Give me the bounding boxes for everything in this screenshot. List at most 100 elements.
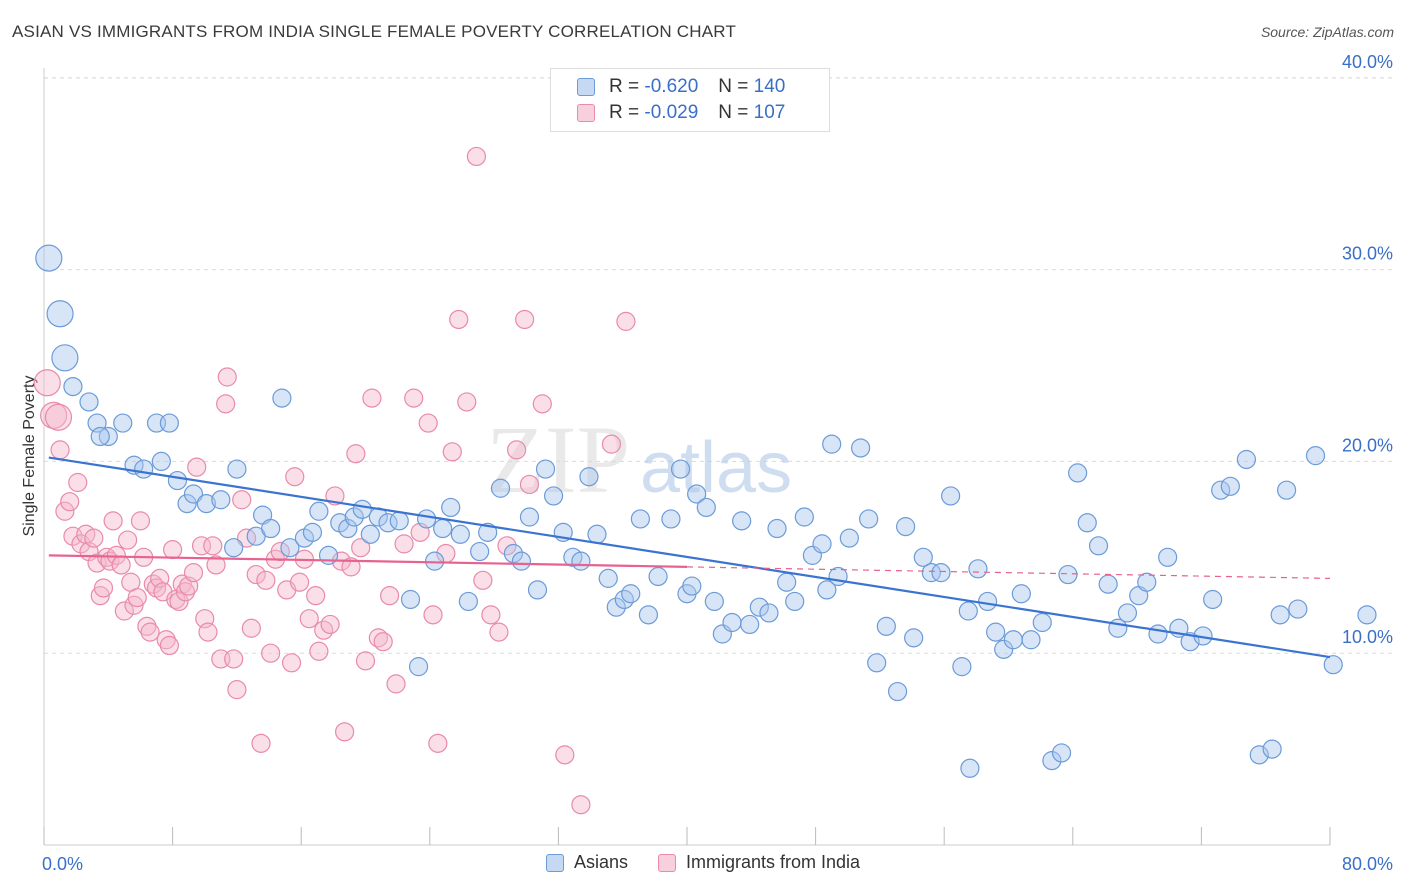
y-tick-label: 10.0% <box>1342 627 1393 647</box>
india-point <box>236 528 257 548</box>
asians-point <box>352 499 372 519</box>
asians-point <box>1011 584 1031 604</box>
asians-point <box>450 524 470 544</box>
asians-point <box>134 459 154 479</box>
asians-point <box>389 511 409 531</box>
india-point <box>40 401 68 429</box>
india-point <box>93 578 114 598</box>
india-point <box>362 388 382 408</box>
india-point <box>571 795 591 815</box>
asians-point <box>478 522 498 542</box>
y-tick-label: 30.0% <box>1342 244 1393 264</box>
asians-point <box>1058 564 1078 585</box>
india-point <box>428 733 448 753</box>
asians-point <box>896 517 916 537</box>
r-label: R = <box>609 102 640 123</box>
asians-point <box>1236 449 1257 470</box>
india-point <box>84 528 104 548</box>
india-point <box>44 403 73 431</box>
india-point <box>90 586 110 606</box>
asians-point <box>913 547 933 567</box>
asians-point <box>994 639 1014 659</box>
asians-point <box>1077 513 1097 533</box>
asians-point <box>822 434 842 454</box>
india-point <box>191 536 212 556</box>
x-tick-label-max: 80.0% <box>1342 854 1393 874</box>
asians-point <box>527 580 548 600</box>
india-point <box>127 587 147 608</box>
asians-point <box>931 563 951 583</box>
asians-point <box>785 591 805 612</box>
asians-point <box>503 543 523 564</box>
india-point <box>351 538 371 558</box>
asians-point <box>1003 630 1023 650</box>
legend-item-india[interactable]: Immigrants from India <box>657 852 860 873</box>
asians-point <box>338 518 358 539</box>
legend-swatch-asians <box>577 78 595 96</box>
asians-point <box>1270 605 1290 625</box>
india-point <box>335 722 355 742</box>
asians-point <box>696 497 716 518</box>
india-point <box>466 146 487 167</box>
india-point <box>50 440 70 460</box>
india-point <box>299 609 319 629</box>
legend-label-asians: Asians <box>573 852 628 872</box>
asians-point <box>958 601 978 621</box>
india-point <box>156 630 176 650</box>
india-point <box>473 570 493 590</box>
chart-title: ASIAN VS IMMIGRANTS FROM INDIA SINGLE FE… <box>12 22 737 41</box>
india-point <box>130 511 151 531</box>
asians-point <box>704 591 724 612</box>
india-point <box>198 622 218 642</box>
india-point <box>380 586 400 606</box>
india-point <box>111 555 131 575</box>
legend-item-asians[interactable]: Asians <box>545 852 628 873</box>
asians-point <box>606 597 626 617</box>
asians-point <box>740 614 760 635</box>
india-point <box>457 392 477 412</box>
asians-point <box>211 490 231 510</box>
asians-point <box>1148 624 1168 644</box>
asians-point <box>261 518 281 539</box>
india-point <box>616 311 636 331</box>
india-point <box>555 745 575 765</box>
asians-point <box>408 657 429 677</box>
india-point <box>175 582 196 602</box>
asians-point <box>921 563 941 583</box>
asians-point <box>1032 612 1052 633</box>
axes <box>43 68 1331 846</box>
india-point <box>114 601 134 621</box>
india-point <box>159 635 179 656</box>
asians-point <box>579 467 599 487</box>
asians-point <box>1117 603 1138 623</box>
asians-point <box>535 459 556 479</box>
asians-point <box>1276 480 1297 500</box>
legend-swatch-asians <box>545 853 564 872</box>
asians-point <box>543 486 564 506</box>
asians-point <box>876 616 896 636</box>
r-label: R = <box>609 76 640 97</box>
asians-point <box>519 507 540 527</box>
tick-labels: 10.0% 20.0% 30.0% 40.0% 0.0% 80.0% <box>42 52 1393 874</box>
asians-point <box>571 551 591 571</box>
asians-point <box>1158 547 1178 567</box>
india-point <box>117 530 138 550</box>
asians-point <box>598 568 618 588</box>
india-point <box>423 605 443 625</box>
asians-point <box>63 376 83 397</box>
india-point <box>246 564 266 585</box>
trend-line-asians <box>48 456 1331 659</box>
asians-point <box>1088 536 1109 556</box>
asians-point <box>817 580 837 600</box>
asians-point <box>621 584 641 604</box>
watermark: ZIP atlas <box>486 406 792 513</box>
india-point <box>232 490 252 510</box>
india-point <box>481 605 501 625</box>
trend-line-india <box>48 554 688 568</box>
asians-point <box>302 522 323 542</box>
asians-point <box>1051 743 1072 763</box>
n-value: 140 <box>753 76 786 97</box>
source-label: Source: ZipAtlas.com <box>1260 24 1394 40</box>
india-point <box>386 674 406 694</box>
asians-point <box>159 413 179 433</box>
